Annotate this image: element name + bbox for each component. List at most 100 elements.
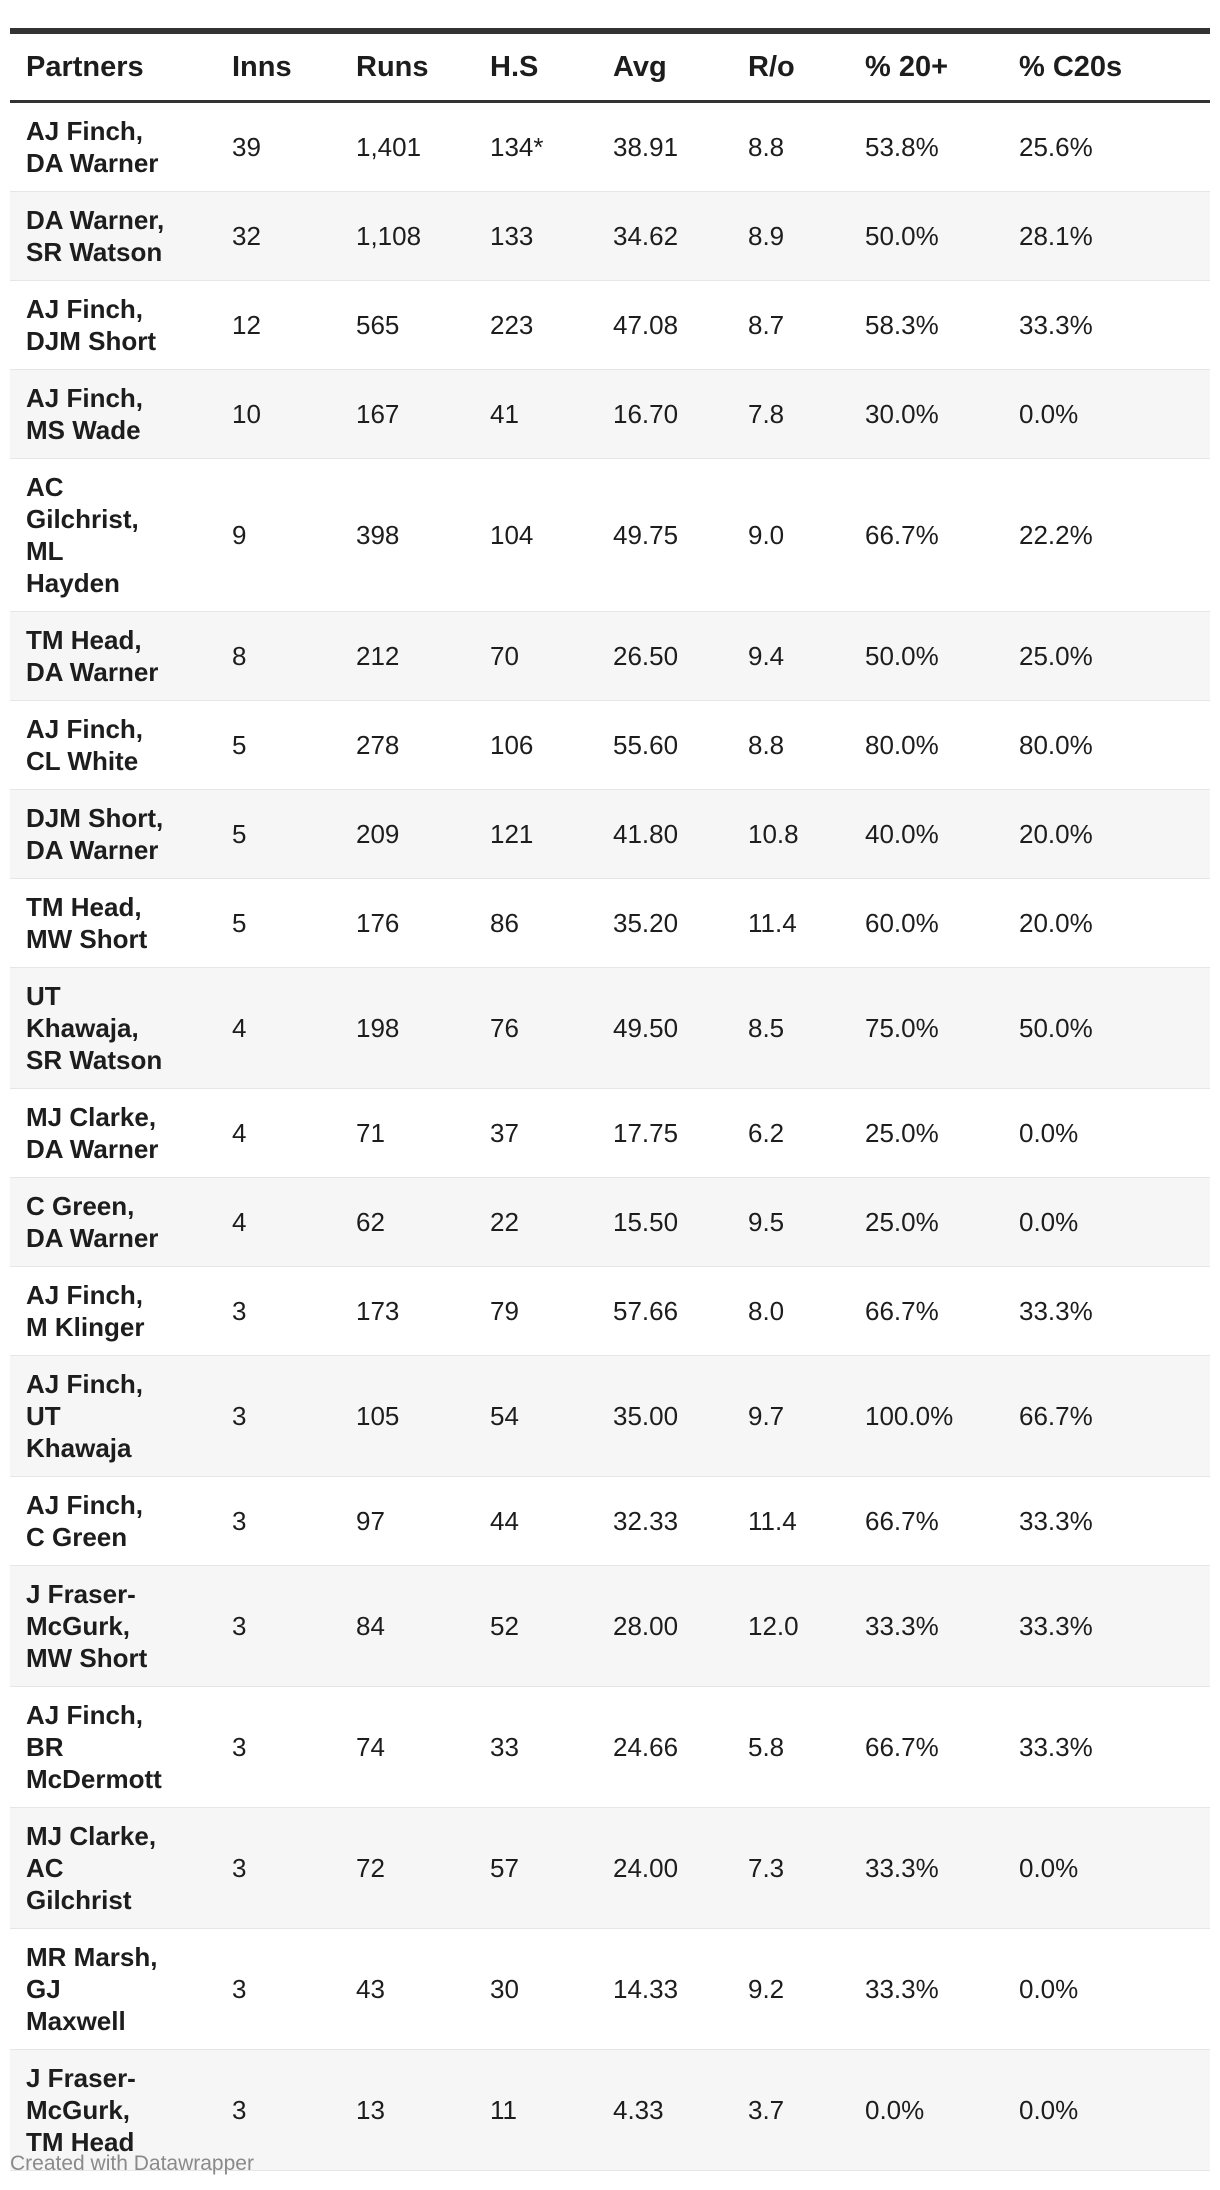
partners-cell: AJ Finch, MS Wade <box>10 369 216 459</box>
hs-cell: 76 <box>474 967 597 1089</box>
pct-20-plus-cell: 66.7% <box>849 458 1003 612</box>
column-header-runs[interactable]: Runs <box>356 50 429 83</box>
pct-c20s-cell: 50.0% <box>1003 967 1210 1089</box>
partner-name-line: McGurk, <box>26 1611 131 1641</box>
partners-cell: MR Marsh, GJ Maxwell <box>10 1928 216 2050</box>
runs-cell: 167 <box>340 369 474 459</box>
avg-cell: 16.70 <box>597 369 732 459</box>
avg-cell: 41.80 <box>597 789 732 879</box>
pct-c20s-cell: 33.3% <box>1003 1565 1210 1687</box>
runs-cell: 278 <box>340 700 474 790</box>
partner-name-line: AJ Finch, <box>26 383 144 413</box>
inns-cell: 5 <box>216 878 340 968</box>
inns-cell: 4 <box>216 1177 340 1267</box>
ro-cell: 5.8 <box>732 1686 849 1808</box>
column-header-ro[interactable]: R/o <box>748 50 795 83</box>
table-row: AJ Finch, DA Warner 39 1,401 134* 38.91 8.8 53.… <box>10 101 1210 192</box>
avg-cell: 55.60 <box>597 700 732 790</box>
runs-cell: 176 <box>340 878 474 968</box>
pct-20-plus-cell: 100.0% <box>849 1355 1003 1477</box>
hs-cell: 54 <box>474 1355 597 1477</box>
column-header-hs[interactable]: H.S <box>490 50 539 83</box>
partner-name-line: Gilchrist <box>26 1885 132 1915</box>
partner-name-line: AJ Finch, <box>26 1490 144 1520</box>
partners-cell: AJ Finch, M Klinger <box>10 1266 216 1356</box>
pct-20-plus-cell: 58.3% <box>849 280 1003 370</box>
inns-cell: 5 <box>216 700 340 790</box>
partners-cell: TM Head, DA Warner <box>10 611 216 701</box>
ro-cell: 9.2 <box>732 1928 849 2050</box>
runs-cell: 13 <box>340 2049 474 2171</box>
ro-cell: 12.0 <box>732 1565 849 1687</box>
partner-name-line: DA Warner, <box>26 205 165 235</box>
column-header-pct-c20s[interactable]: % C20s <box>1019 50 1123 83</box>
ro-cell: 8.8 <box>732 700 849 790</box>
partnership-table: Partners Inns Runs H.S Avg R/o % 20+ % C… <box>10 28 1210 2171</box>
avg-cell: 49.50 <box>597 967 732 1089</box>
column-header-avg[interactable]: Avg <box>613 50 667 83</box>
partner-name-line: TM Head <box>26 2127 135 2157</box>
column-header-pct-20-plus[interactable]: % 20+ <box>865 50 949 83</box>
avg-cell: 32.33 <box>597 1476 732 1566</box>
pct-c20s-cell: 0.0% <box>1003 1088 1210 1178</box>
partner-name-line: Hayden <box>26 568 120 598</box>
partners-cell: AJ Finch, C Green <box>10 1476 216 1566</box>
inns-cell: 4 <box>216 967 340 1089</box>
pct-c20s-cell: 0.0% <box>1003 1177 1210 1267</box>
inns-cell: 3 <box>216 1686 340 1808</box>
table-row: TM Head, MW Short 5 176 86 35.20 11.4 60.0% 20.0… <box>10 878 1210 968</box>
partner-name-line: TM Head, <box>26 625 142 655</box>
hs-cell: 133 <box>474 191 597 281</box>
avg-cell: 34.62 <box>597 191 732 281</box>
partner-name-line: MW Short <box>26 1643 148 1673</box>
runs-cell: 84 <box>340 1565 474 1687</box>
inns-cell: 5 <box>216 789 340 879</box>
hs-cell: 104 <box>474 458 597 612</box>
partner-name-line: DA Warner <box>26 835 159 865</box>
pct-c20s-cell: 33.3% <box>1003 280 1210 370</box>
inns-cell: 9 <box>216 458 340 612</box>
partnership-table-container: Partners Inns Runs H.S Avg R/o % 20+ % C… <box>10 28 1210 2171</box>
pct-c20s-cell: 25.0% <box>1003 611 1210 701</box>
table-row: J Fraser- McGurk, MW Short 3 84 52 28.00 12.0 33… <box>10 1565 1210 1687</box>
partner-name-line: McGurk, <box>26 2095 131 2125</box>
partner-name-line: AJ Finch, <box>26 1280 144 1310</box>
partner-name-line: DJM Short <box>26 326 156 356</box>
pct-c20s-cell: 28.1% <box>1003 191 1210 281</box>
pct-20-plus-cell: 25.0% <box>849 1177 1003 1267</box>
pct-20-plus-cell: 33.3% <box>849 1565 1003 1687</box>
table-row: AJ Finch, C Green 3 97 44 32.33 11.4 66.7% 33.3% <box>10 1476 1210 1566</box>
avg-cell: 57.66 <box>597 1266 732 1356</box>
avg-cell: 14.33 <box>597 1928 732 2050</box>
inns-cell: 8 <box>216 611 340 701</box>
pct-20-plus-cell: 66.7% <box>849 1686 1003 1808</box>
hs-cell: 57 <box>474 1807 597 1929</box>
ro-cell: 8.5 <box>732 967 849 1089</box>
partner-name-line: MR Marsh, <box>26 1942 158 1972</box>
partner-name-line: GJ <box>26 1974 61 2004</box>
runs-cell: 173 <box>340 1266 474 1356</box>
partner-name-line: AJ Finch, <box>26 714 144 744</box>
pct-20-plus-cell: 50.0% <box>849 191 1003 281</box>
partner-name-line: MS Wade <box>26 415 141 445</box>
pct-20-plus-cell: 40.0% <box>849 789 1003 879</box>
column-header-inns[interactable]: Inns <box>232 50 292 83</box>
column-header-partners[interactable]: Partners <box>26 50 144 83</box>
partners-cell: MJ Clarke, DA Warner <box>10 1088 216 1178</box>
ro-cell: 11.4 <box>732 1476 849 1566</box>
ro-cell: 9.0 <box>732 458 849 612</box>
table-body: AJ Finch, DA Warner 39 1,401 134* 38.91 8.8 53.… <box>10 101 1210 2171</box>
runs-cell: 43 <box>340 1928 474 2050</box>
pct-20-plus-cell: 66.7% <box>849 1266 1003 1356</box>
hs-cell: 44 <box>474 1476 597 1566</box>
pct-20-plus-cell: 0.0% <box>849 2049 1003 2171</box>
avg-cell: 47.08 <box>597 280 732 370</box>
partner-name-line: AC <box>26 472 64 502</box>
hs-cell: 106 <box>474 700 597 790</box>
partner-name-line: AJ Finch, <box>26 1369 144 1399</box>
ro-cell: 6.2 <box>732 1088 849 1178</box>
inns-cell: 10 <box>216 369 340 459</box>
footer-credit: Created with Datawrapper <box>10 2152 254 2175</box>
avg-cell: 26.50 <box>597 611 732 701</box>
partner-name-line: DA Warner <box>26 1223 159 1253</box>
